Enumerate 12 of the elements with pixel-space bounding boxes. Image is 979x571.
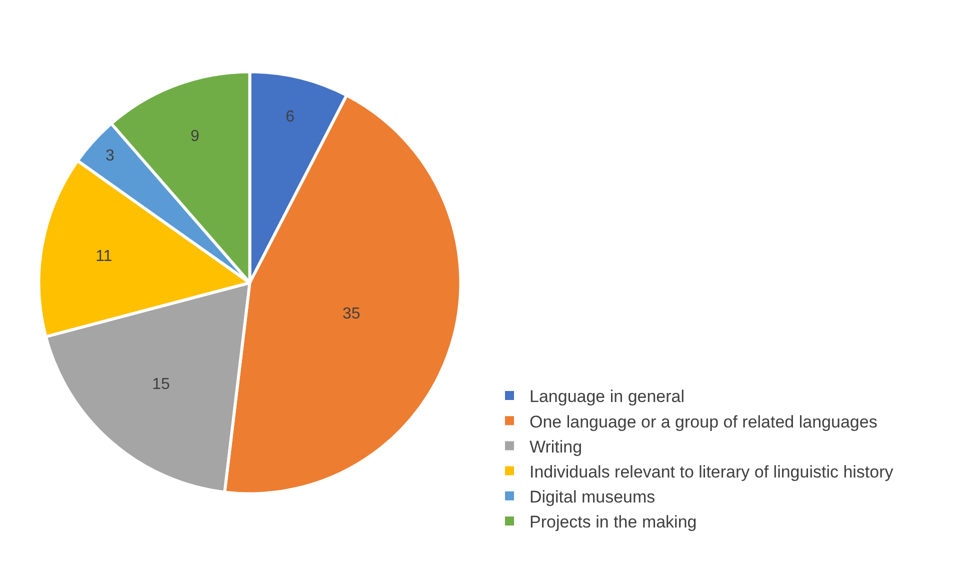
legend-label: Language in general xyxy=(530,387,685,406)
legend-label: One language or a group of related languages xyxy=(530,412,878,432)
legend-label: Digital museums xyxy=(530,488,656,507)
data-label: 35 xyxy=(342,305,360,322)
legend-label: Individuals relevant to literary of linguistic history xyxy=(530,462,894,482)
data-label: 9 xyxy=(190,128,200,145)
data-label: 3 xyxy=(105,148,114,165)
data-label: 6 xyxy=(286,108,295,126)
data-label: 11 xyxy=(96,248,112,265)
data-label: 15 xyxy=(152,376,170,394)
legend-label: Writing xyxy=(530,437,582,456)
legend-label: Projects in the making xyxy=(530,512,697,532)
